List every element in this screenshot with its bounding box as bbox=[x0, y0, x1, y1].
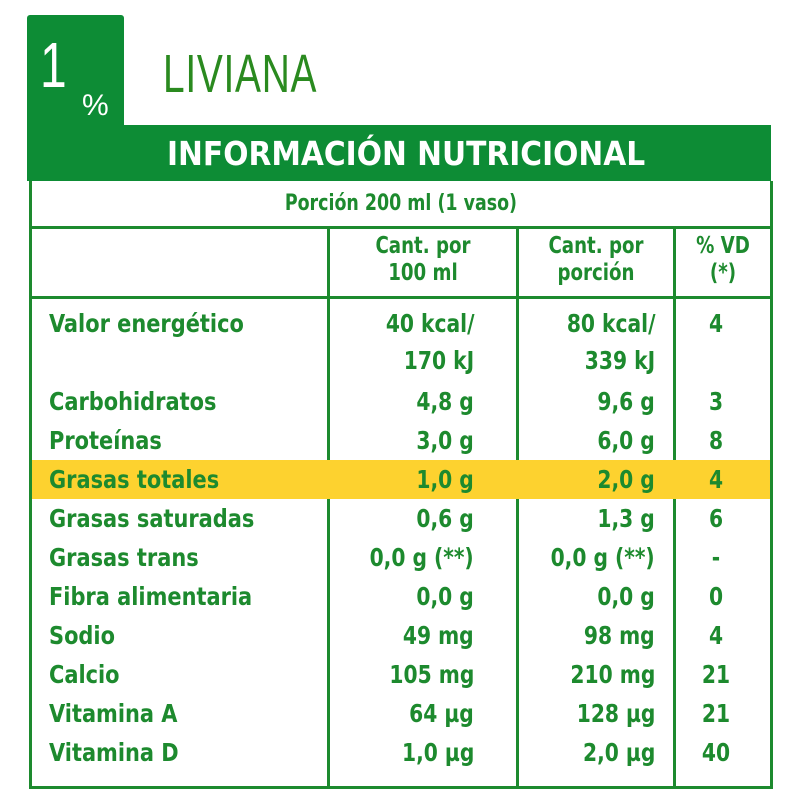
value-per-100ml: 170 kJ bbox=[403, 346, 474, 375]
column-header-line: (*) bbox=[709, 260, 737, 286]
value-vd: 40 bbox=[701, 738, 731, 767]
header-divider bbox=[32, 296, 770, 299]
table-row: Grasas saturadas 0,6 g 1,3 g 6 bbox=[32, 499, 770, 538]
nutrition-table: Porción 200 ml (1 vaso) Cant. por 100 ml… bbox=[29, 181, 773, 789]
value-per-100ml: 0,6 g bbox=[416, 504, 474, 533]
value-per-portion: 1,3 g bbox=[597, 504, 655, 533]
value-per-100ml: 1,0 g bbox=[416, 465, 474, 494]
column-header-vd: % VD (*) bbox=[676, 233, 770, 287]
table-row: 170 kJ 339 kJ bbox=[32, 341, 770, 380]
nutrient-name: Carbohidratos bbox=[49, 387, 217, 416]
column-header-line: 100 ml bbox=[388, 260, 458, 286]
table-row: Vitamina D 1,0 µg 2,0 µg 40 bbox=[32, 733, 770, 772]
column-header-line: porción bbox=[557, 260, 635, 286]
nutrition-title: INFORMACIÓN NUTRICIONAL bbox=[167, 134, 646, 173]
value-per-100ml: 1,0 µg bbox=[401, 738, 474, 767]
value-vd: 3 bbox=[708, 387, 724, 416]
table-row-highlighted: Grasas totales 1,0 g 2,0 g 4 bbox=[32, 460, 770, 499]
nutrient-name: Sodio bbox=[49, 621, 115, 650]
value-per-portion: 0,0 g (**) bbox=[550, 543, 655, 572]
nutrient-name: Fibra alimentaria bbox=[49, 582, 253, 611]
table-row: Grasas trans 0,0 g (**) 0,0 g (**) - bbox=[32, 538, 770, 577]
nutrition-header: INFORMACIÓN NUTRICIONAL bbox=[27, 125, 771, 181]
value-per-portion: 9,6 g bbox=[597, 387, 655, 416]
table-row: Valor energético 40 kcal/ 80 kcal/ 4 bbox=[32, 304, 770, 343]
value-per-100ml: 3,0 g bbox=[416, 426, 474, 455]
fat-percentage-badge: 1 % bbox=[27, 15, 124, 127]
value-vd: 4 bbox=[708, 309, 724, 338]
value-per-portion: 0,0 g bbox=[597, 582, 655, 611]
nutrient-name: Grasas trans bbox=[49, 543, 199, 572]
value-per-100ml: 64 µg bbox=[409, 699, 474, 728]
nutrient-name: Grasas saturadas bbox=[49, 504, 255, 533]
value-vd: 0 bbox=[708, 582, 724, 611]
column-divider bbox=[673, 229, 676, 786]
value-per-100ml: 0,0 g (**) bbox=[369, 543, 474, 572]
value-per-portion: 2,0 µg bbox=[582, 738, 655, 767]
column-divider bbox=[516, 229, 519, 786]
value-per-portion: 6,0 g bbox=[597, 426, 655, 455]
column-header-line: % VD bbox=[696, 233, 750, 259]
value-vd: 21 bbox=[701, 660, 731, 689]
nutrient-name: Calcio bbox=[49, 660, 120, 689]
value-per-100ml: 4,8 g bbox=[416, 387, 474, 416]
column-header-line: Cant. por bbox=[548, 233, 644, 259]
portion-size: Porción 200 ml (1 vaso) bbox=[32, 181, 770, 229]
percent-sign: % bbox=[82, 89, 109, 122]
table-row: Carbohidratos 4,8 g 9,6 g 3 bbox=[32, 382, 770, 421]
value-vd: 8 bbox=[708, 426, 724, 455]
table-row: Sodio 49 mg 98 mg 4 bbox=[32, 616, 770, 655]
column-divider bbox=[327, 229, 330, 786]
value-vd: 4 bbox=[708, 465, 724, 494]
product-name: LIVIANA bbox=[163, 44, 318, 104]
value-vd: 21 bbox=[701, 699, 731, 728]
table-row: Vitamina A 64 µg 128 µg 21 bbox=[32, 694, 770, 733]
fat-percentage-number: 1 bbox=[40, 29, 67, 101]
value-per-portion: 339 kJ bbox=[584, 346, 655, 375]
portion-text: Porción 200 ml (1 vaso) bbox=[284, 191, 518, 216]
nutrient-name: Vitamina D bbox=[49, 738, 179, 767]
value-per-100ml: 49 mg bbox=[403, 621, 474, 650]
table-row: Fibra alimentaria 0,0 g 0,0 g 0 bbox=[32, 577, 770, 616]
nutrient-name: Vitamina A bbox=[49, 699, 178, 728]
value-vd: 6 bbox=[708, 504, 724, 533]
column-header-line: Cant. por bbox=[375, 233, 471, 259]
value-per-100ml: 105 mg bbox=[389, 660, 474, 689]
nutrient-name: Proteínas bbox=[49, 426, 162, 455]
table-row: Calcio 105 mg 210 mg 21 bbox=[32, 655, 770, 694]
column-header-per-portion: Cant. por porción bbox=[519, 233, 673, 287]
value-per-100ml: 40 kcal/ bbox=[385, 309, 474, 338]
value-per-portion: 210 mg bbox=[570, 660, 655, 689]
value-vd: 4 bbox=[708, 621, 724, 650]
value-per-portion: 128 µg bbox=[576, 699, 655, 728]
value-per-100ml: 0,0 g bbox=[416, 582, 474, 611]
nutrient-name: Grasas totales bbox=[49, 465, 220, 494]
value-vd: - bbox=[711, 543, 721, 572]
value-per-portion: 98 mg bbox=[584, 621, 655, 650]
table-row: Proteínas 3,0 g 6,0 g 8 bbox=[32, 421, 770, 460]
nutrient-name: Valor energético bbox=[49, 309, 244, 338]
column-header-per-100ml: Cant. por 100 ml bbox=[330, 233, 516, 287]
value-per-portion: 2,0 g bbox=[597, 465, 655, 494]
value-per-portion: 80 kcal/ bbox=[566, 309, 655, 338]
